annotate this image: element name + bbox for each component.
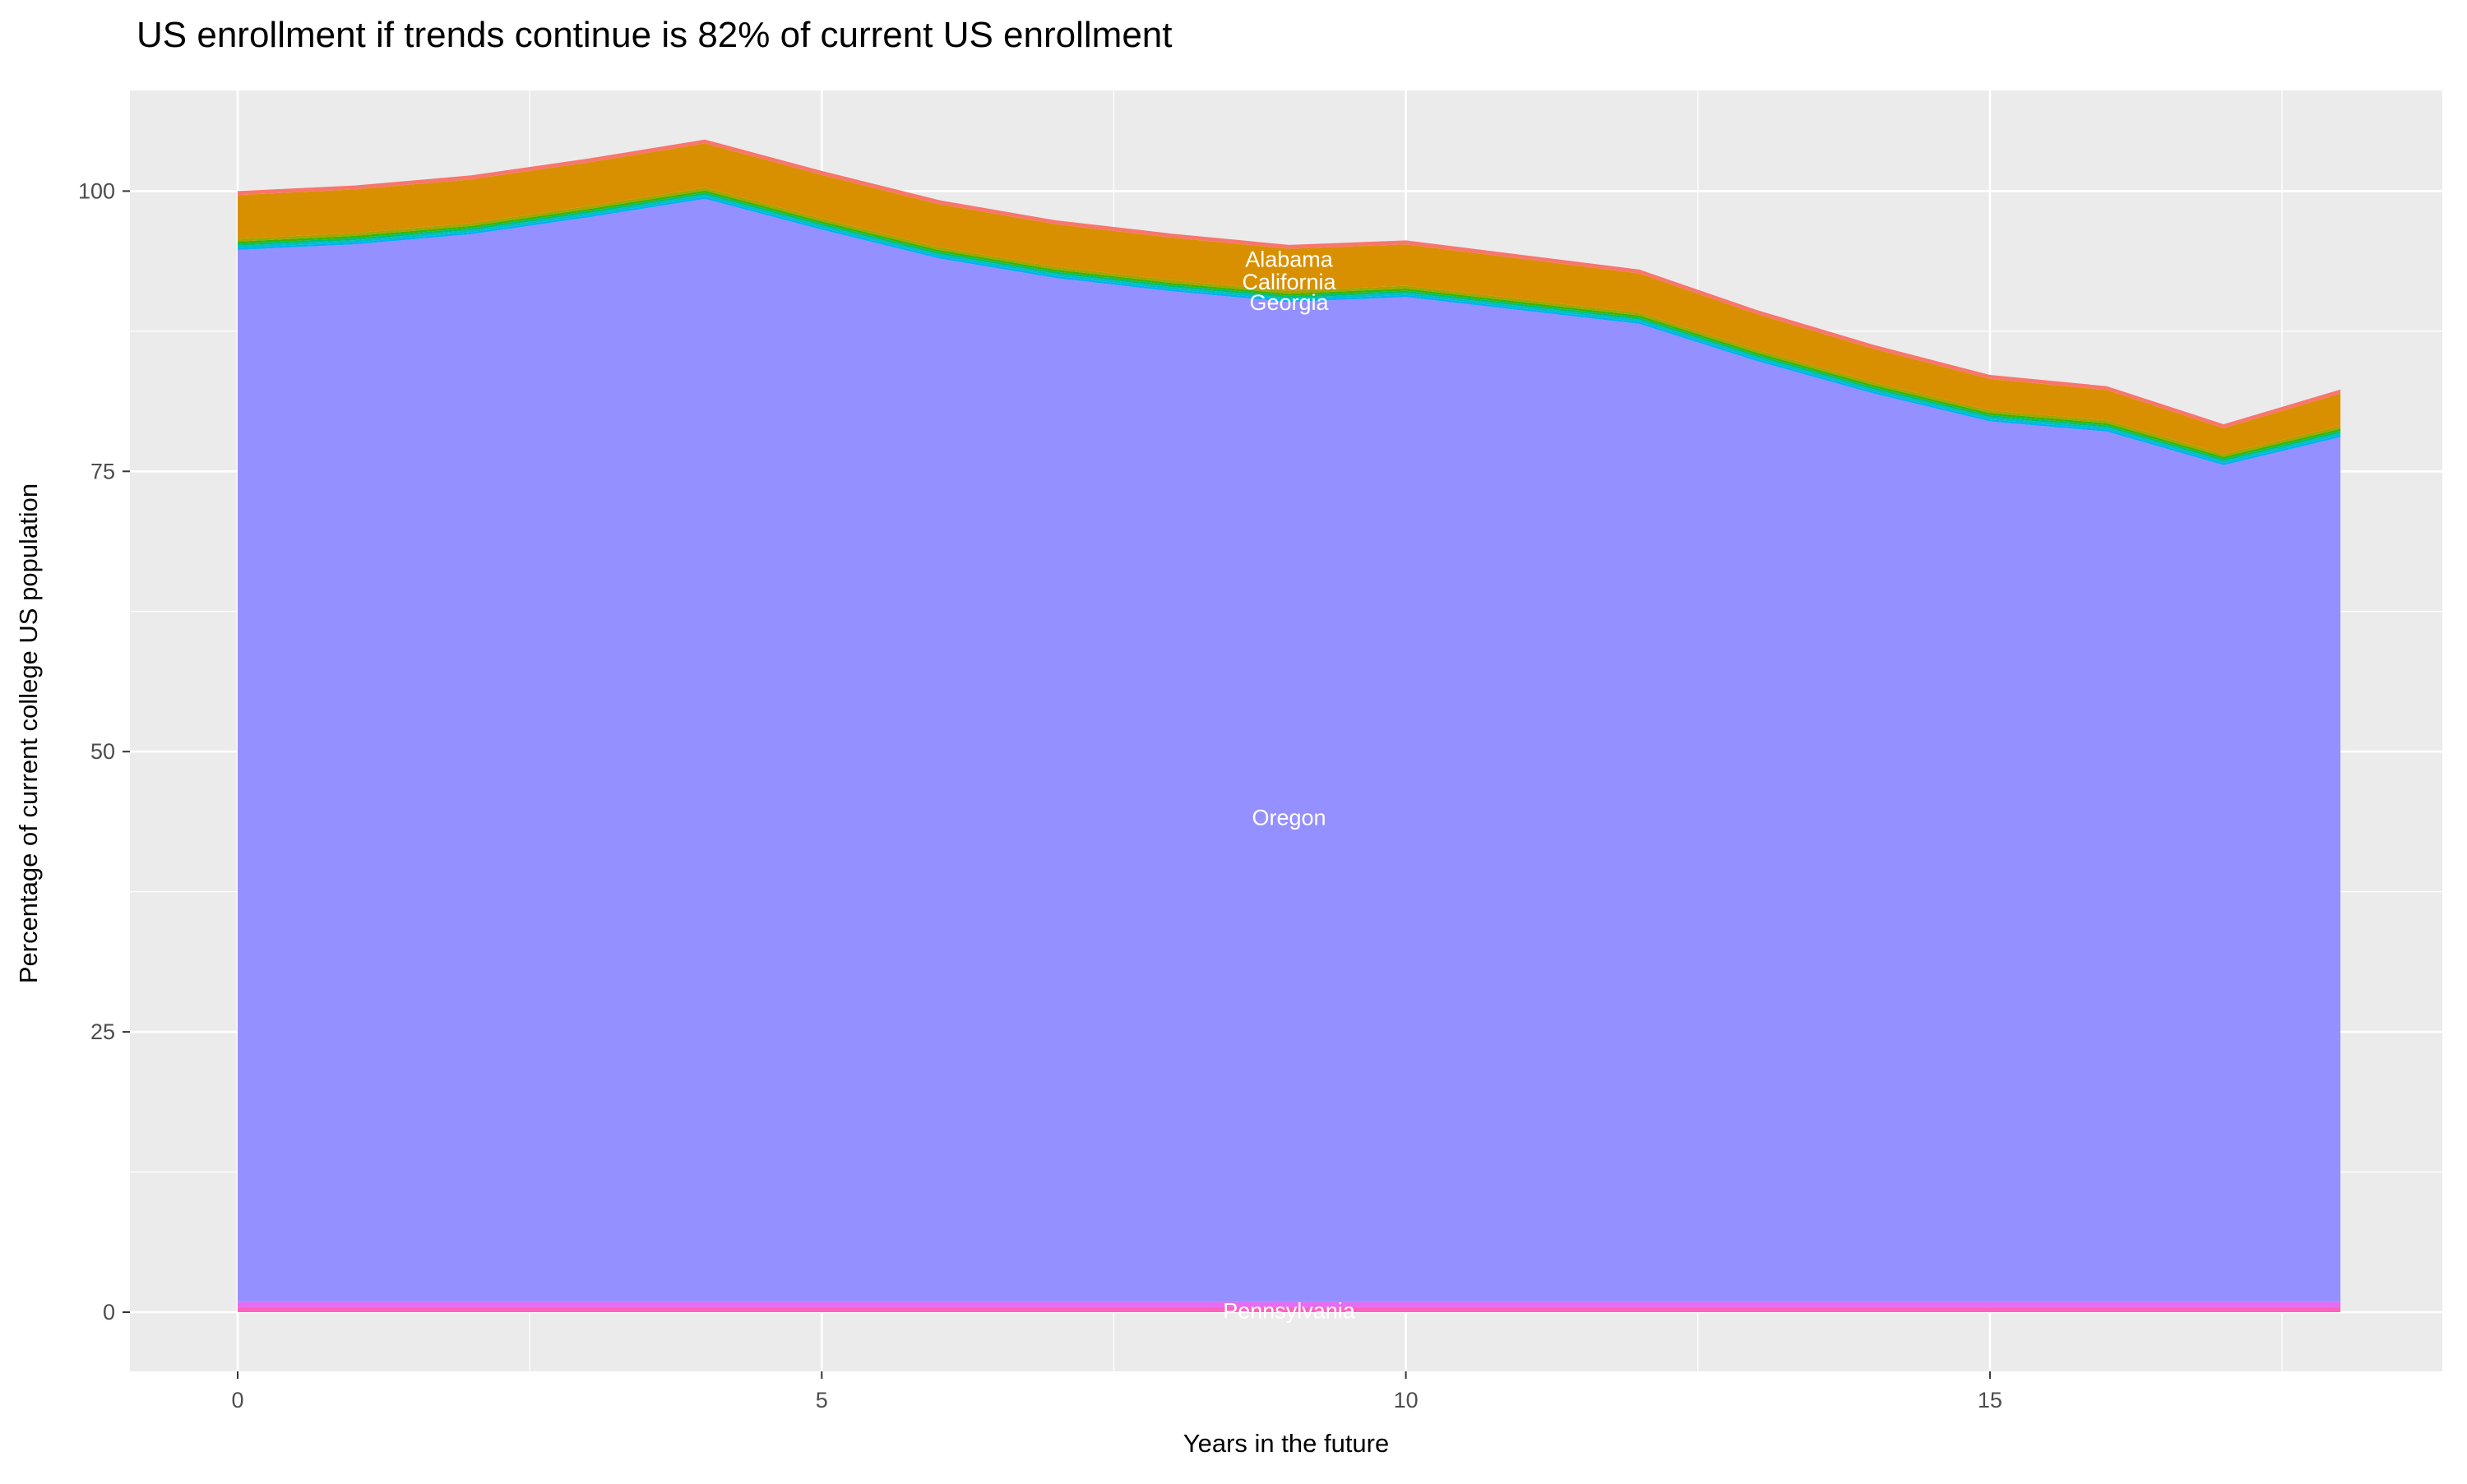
- series-label-california: California: [1243, 270, 1337, 294]
- y-axis-title: Percentage of current college US populat…: [14, 483, 43, 984]
- area-georgia: [238, 187, 2341, 457]
- x-tick-label: 0: [231, 1388, 243, 1412]
- series-label-oregon: Oregon: [1252, 806, 1326, 830]
- y-tick-label: 75: [90, 459, 115, 483]
- x-tick-label: 15: [1978, 1388, 2002, 1412]
- area-band-9: [238, 1301, 2341, 1307]
- chart-title: US enrollment if trends continue is 82% …: [137, 15, 1173, 55]
- series-label-pennsylvania: Pennsylvania: [1223, 1299, 1356, 1324]
- x-tick-label: 5: [816, 1388, 828, 1412]
- area-oregon: [238, 198, 2341, 1302]
- y-tick-label: 0: [103, 1300, 115, 1325]
- y-tick-label: 100: [78, 178, 115, 203]
- area-pennsylvania: [238, 1306, 2341, 1312]
- y-tick-label: 50: [90, 739, 115, 764]
- area-california: [238, 143, 2341, 455]
- x-tick-label: 10: [1394, 1388, 1419, 1412]
- series-label-alabama: Alabama: [1245, 247, 1334, 272]
- series-label-georgia: Georgia: [1250, 290, 1330, 315]
- y-tick-label: 25: [90, 1019, 115, 1044]
- x-axis-title: Years in the future: [1183, 1429, 1390, 1458]
